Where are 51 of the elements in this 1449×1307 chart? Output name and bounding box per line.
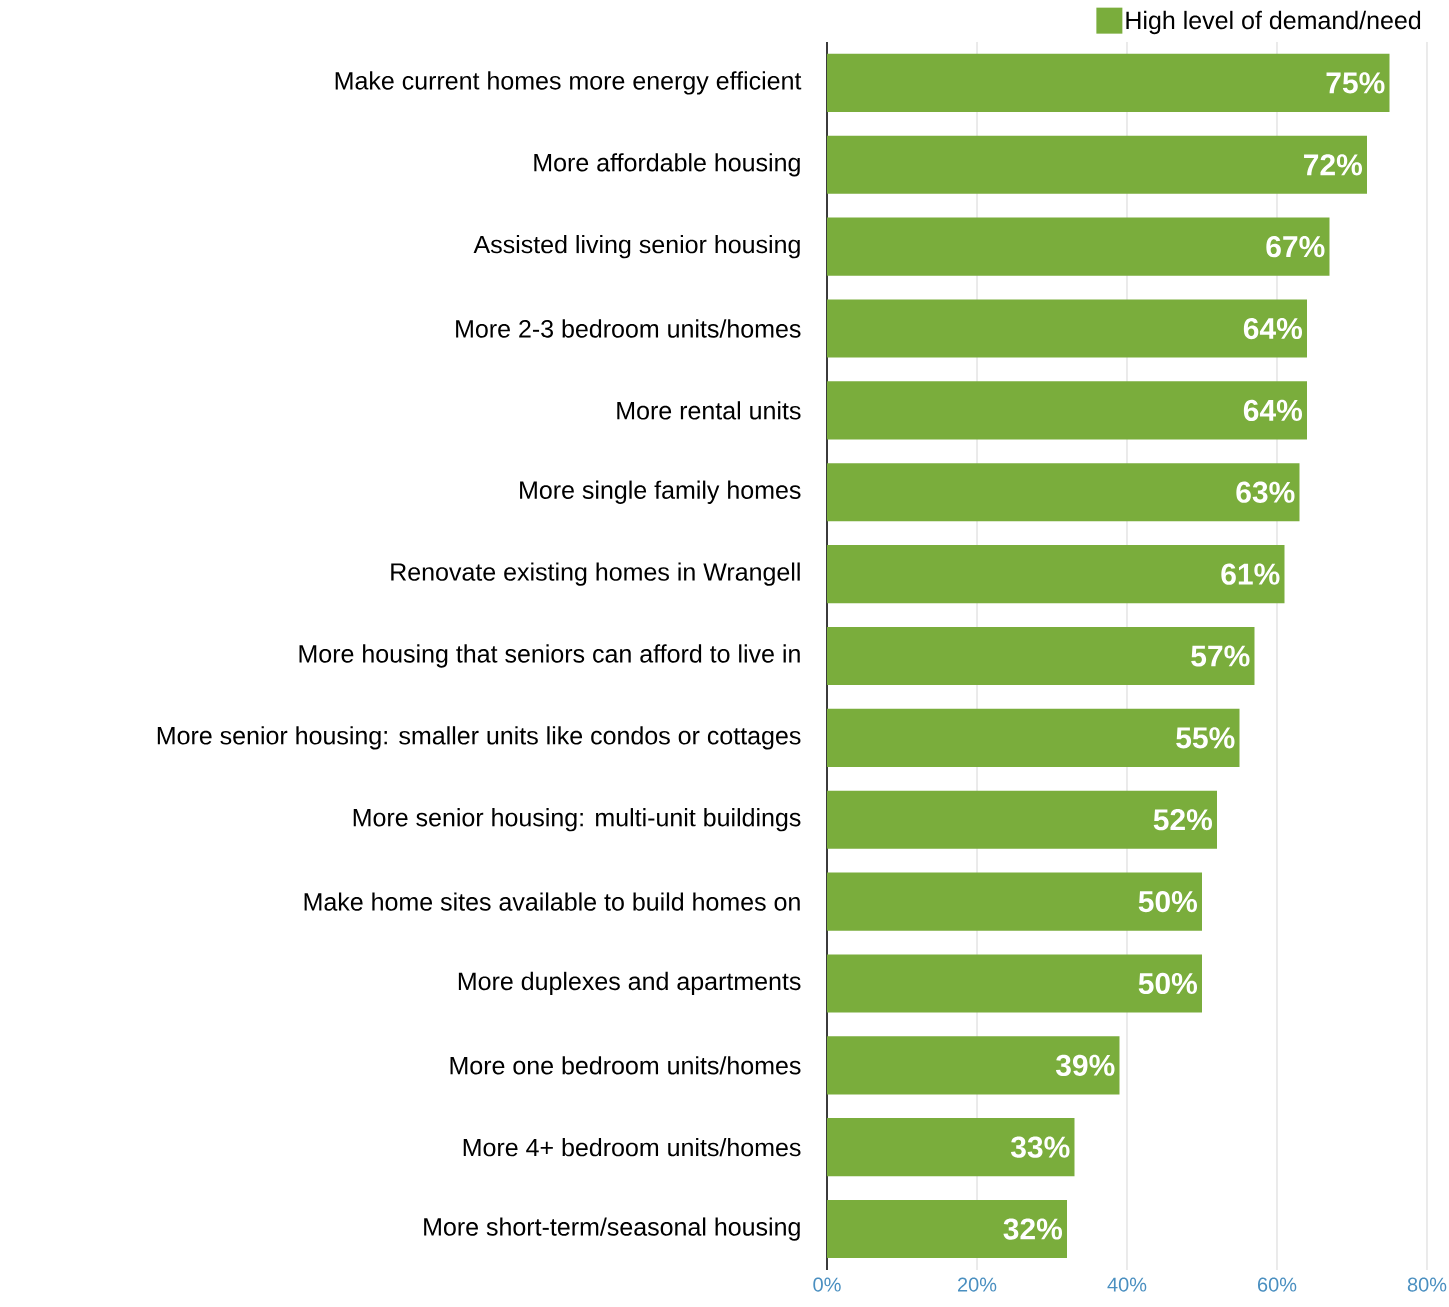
x-tick-label: 0% bbox=[813, 1277, 841, 1292]
bar bbox=[827, 299, 1307, 358]
bar bbox=[827, 1199, 1067, 1259]
bar bbox=[827, 708, 1240, 767]
x-tick-label: 60% bbox=[1258, 1277, 1297, 1292]
data-label: 61% bbox=[1221, 563, 1280, 585]
data-label: 63% bbox=[1236, 481, 1295, 503]
y-tick-label: Make home sites available to build homes on bbox=[304, 892, 800, 911]
x-tick-label: 80% bbox=[1407, 1277, 1447, 1292]
data-label: 72% bbox=[1304, 154, 1363, 176]
data-label: 39% bbox=[1055, 1054, 1115, 1076]
bar bbox=[827, 1118, 1075, 1177]
data-label: 57% bbox=[1191, 645, 1250, 667]
data-label: 32% bbox=[1003, 1218, 1063, 1240]
y-tick-label: More housing that seniors can afford to live in bbox=[299, 644, 800, 668]
x-tick-label: 40% bbox=[1107, 1277, 1147, 1292]
y-tick-label: More short-term/seasonal housing bbox=[424, 1217, 800, 1241]
y-tick-label: More senior housing: multi-unit buildings bbox=[353, 808, 801, 832]
data-label: 67% bbox=[1266, 236, 1325, 258]
y-tick-label: More 4+ bedroom units/homes bbox=[463, 1138, 801, 1157]
y-tick-label: More duplexes and apartments bbox=[458, 971, 801, 996]
bar bbox=[827, 463, 1300, 522]
bar bbox=[827, 381, 1307, 440]
bar bbox=[827, 135, 1367, 194]
data-label: 52% bbox=[1153, 809, 1213, 831]
y-tick-label: More 2-3 bedroom units/homes bbox=[456, 319, 801, 338]
data-label: 55% bbox=[1176, 727, 1235, 749]
data-label: 50% bbox=[1138, 972, 1198, 995]
data-label: 64% bbox=[1243, 317, 1303, 340]
bar bbox=[827, 217, 1330, 276]
bar bbox=[827, 545, 1285, 604]
bar bbox=[827, 626, 1255, 686]
y-tick-label: Renovate existing homes in Wrangell bbox=[391, 562, 800, 586]
bar bbox=[827, 53, 1390, 112]
y-tick-label: Make current homes more energy efficient bbox=[335, 71, 802, 95]
y-tick-label: More one bedroom units/homes bbox=[450, 1056, 801, 1075]
bar bbox=[827, 872, 1202, 931]
y-tick-label: More rental units bbox=[617, 401, 801, 420]
y-tick-label: More affordable housing bbox=[534, 153, 800, 177]
y-tick-label: More single family homes bbox=[520, 480, 801, 504]
data-label: 33% bbox=[1010, 1136, 1070, 1158]
bar bbox=[827, 1036, 1120, 1095]
data-label: 64% bbox=[1243, 399, 1303, 422]
y-tick-label: More senior housing: smaller units like condos or cottages bbox=[157, 726, 801, 750]
data-label: 75% bbox=[1326, 72, 1385, 94]
y-tick-label: Assisted living senior housing bbox=[473, 235, 800, 259]
bar bbox=[827, 790, 1217, 849]
data-label: 50% bbox=[1138, 890, 1198, 913]
x-tick-label: 20% bbox=[957, 1277, 997, 1292]
bar bbox=[827, 954, 1202, 1013]
legend-label: High level of demand/need bbox=[1126, 10, 1421, 35]
